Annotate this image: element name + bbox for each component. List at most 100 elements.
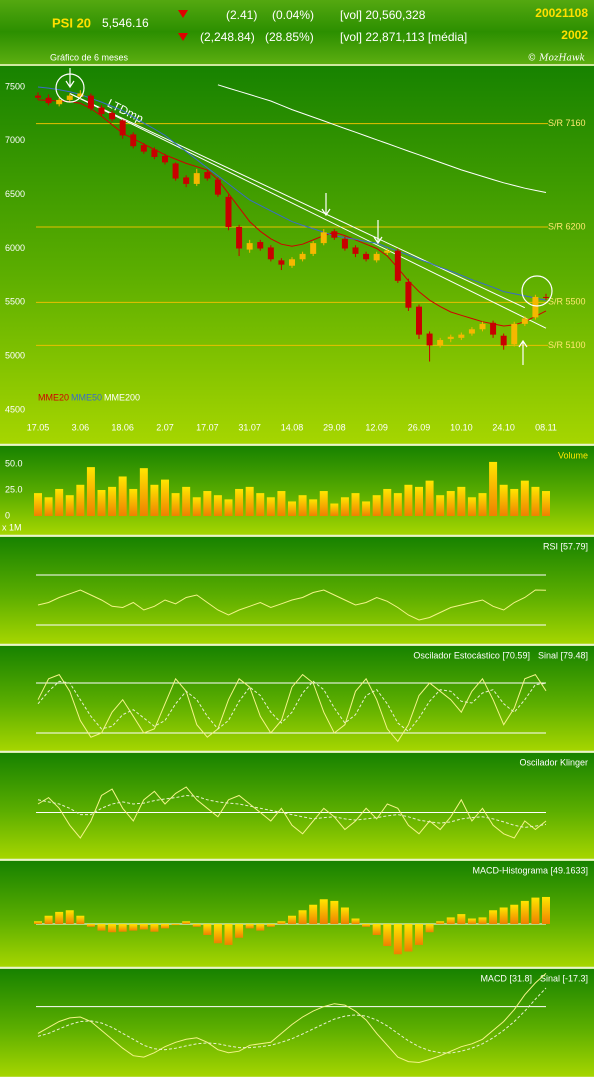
- bar: [467, 497, 476, 516]
- last-price: 5,546.16: [102, 16, 149, 30]
- candle-body: [331, 231, 338, 238]
- bar: [520, 480, 529, 516]
- indicator-line: [37, 786, 547, 839]
- bar: [531, 486, 540, 516]
- y-tick-label: 5000: [5, 351, 25, 361]
- bar: [383, 924, 392, 946]
- bar: [235, 488, 244, 516]
- bar: [277, 491, 286, 516]
- bar: [499, 484, 508, 516]
- candle-body: [511, 323, 518, 345]
- candle-body: [77, 93, 84, 97]
- bar: [256, 493, 265, 516]
- y-tick-label: 5500: [5, 297, 25, 307]
- candle-body: [405, 281, 412, 308]
- indicator-line: [37, 673, 547, 743]
- x-tick-label: 31.07: [238, 422, 261, 432]
- x-tick-label: 14.08: [281, 422, 304, 432]
- panel-title: RSI [57.79]: [543, 541, 588, 551]
- symbol: PSI 20: [52, 15, 91, 30]
- legend-entry: MME200: [104, 392, 140, 402]
- bar: [224, 499, 233, 516]
- bar: [34, 921, 42, 924]
- indicator-line: [37, 987, 547, 1054]
- bar: [393, 493, 402, 516]
- candle-body: [320, 232, 327, 244]
- bar: [139, 924, 148, 930]
- copyright: © MozHawk: [527, 54, 585, 64]
- candle-body: [500, 335, 507, 346]
- arrow: [65, 68, 75, 89]
- trendline: [69, 93, 547, 329]
- y-tick-label: 6500: [5, 189, 25, 199]
- bar: [319, 491, 328, 516]
- candle-body: [172, 163, 179, 179]
- bar: [415, 486, 423, 516]
- candle-body: [45, 97, 52, 104]
- bar: [213, 924, 222, 944]
- bar: [425, 480, 434, 516]
- arrow: [321, 193, 331, 217]
- y-tick-label: 0: [5, 510, 10, 520]
- bar: [510, 904, 519, 924]
- bar: [309, 499, 318, 516]
- candle-body: [447, 336, 454, 339]
- date: 20021108: [535, 6, 588, 20]
- bar: [436, 921, 445, 924]
- x-tick-label: 08.11: [535, 422, 557, 432]
- candle-body: [299, 253, 306, 260]
- support-resistance-label: S/R 7160: [548, 118, 586, 128]
- x-tick-label: 10.10: [450, 422, 473, 432]
- bar: [118, 476, 127, 516]
- panel-title: Oscilador Klinger: [519, 757, 588, 767]
- x-tick-label: 29.08: [323, 422, 346, 432]
- bar: [288, 915, 296, 924]
- bar: [55, 488, 64, 516]
- bar: [245, 486, 254, 516]
- candle-body: [56, 99, 63, 105]
- candle-body: [416, 306, 422, 335]
- candle-body: [183, 177, 190, 184]
- legend-entry: MME20: [38, 392, 69, 402]
- bar: [192, 497, 201, 516]
- candle-body: [532, 296, 539, 318]
- bar: [44, 915, 53, 924]
- bar: [425, 924, 434, 933]
- candle-body: [35, 95, 41, 98]
- bar: [65, 495, 74, 516]
- bar: [150, 484, 159, 516]
- candle-body: [119, 120, 126, 136]
- bar: [362, 924, 371, 927]
- candle-body: [225, 196, 232, 227]
- bar: [118, 924, 127, 932]
- panel-title: Volume: [558, 450, 588, 460]
- bar: [436, 495, 445, 516]
- candle-body: [278, 260, 285, 265]
- candle-body: [479, 323, 486, 330]
- bar: [55, 911, 64, 924]
- bar: [531, 897, 540, 924]
- bar: [150, 924, 159, 932]
- highlight-circle: [521, 275, 553, 307]
- bar: [288, 501, 296, 516]
- bar: [489, 461, 498, 516]
- bar: [340, 907, 349, 924]
- y-tick-label: 4500: [5, 404, 25, 414]
- candle-body: [130, 134, 137, 147]
- bar: [499, 907, 508, 924]
- bar: [457, 914, 466, 924]
- candle-body: [373, 253, 380, 261]
- candle-body: [543, 296, 549, 298]
- bar: [277, 921, 286, 924]
- y-tick-label: 25.0: [5, 484, 23, 494]
- period-percent: (28.85%): [265, 30, 314, 44]
- bar: [97, 924, 106, 931]
- bar: [319, 899, 328, 924]
- down-triangle: [178, 10, 188, 18]
- bar: [404, 484, 413, 516]
- panel-background: [0, 969, 594, 1077]
- candle-body: [352, 247, 359, 254]
- support-resistance-label: S/R 6200: [548, 221, 586, 231]
- signal-label: Sinal [-17.3]: [540, 973, 588, 983]
